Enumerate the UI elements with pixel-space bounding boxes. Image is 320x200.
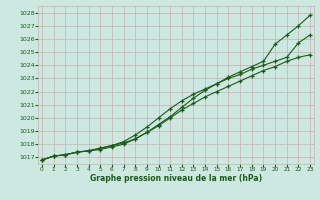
X-axis label: Graphe pression niveau de la mer (hPa): Graphe pression niveau de la mer (hPa): [90, 174, 262, 183]
